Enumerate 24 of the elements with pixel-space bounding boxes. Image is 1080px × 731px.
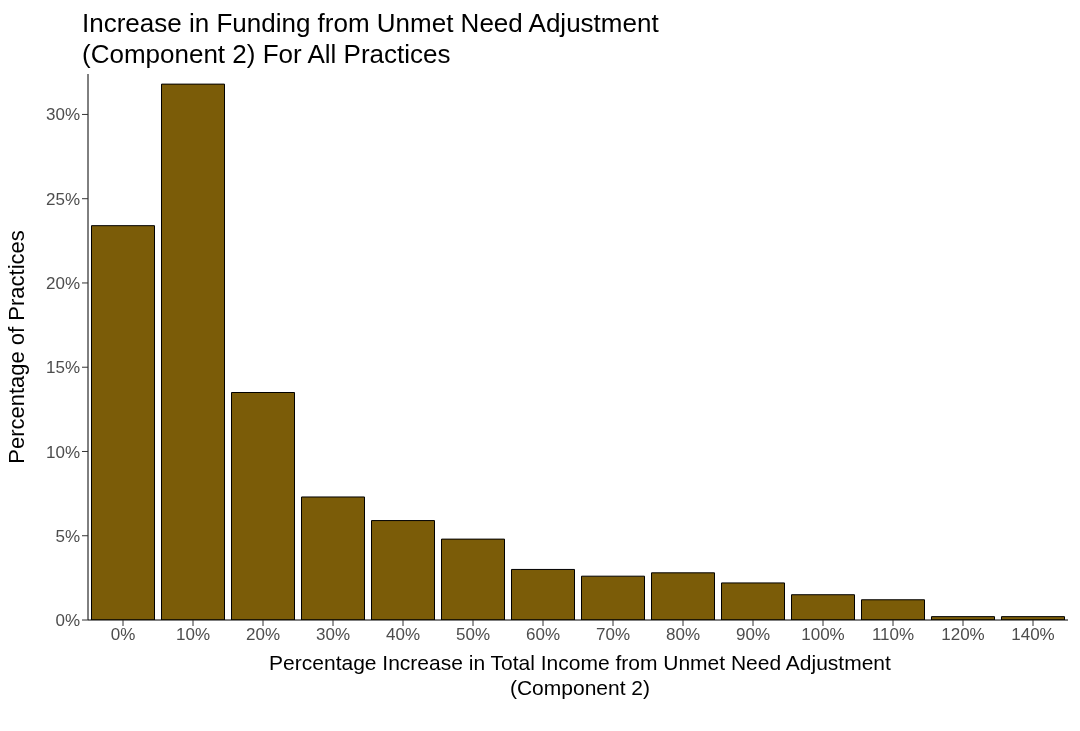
x-tick-label: 110% [871, 625, 915, 645]
x-tick-label: 20% [245, 625, 281, 645]
x-tick-label: 0% [110, 625, 136, 645]
y-tick-label: 5% [55, 526, 80, 546]
x-tick-label: 10% [175, 625, 211, 645]
x-tick-label: 140% [1011, 625, 1055, 645]
y-tick-label: 0% [55, 611, 80, 631]
x-axis-title: Percentage Increase in Total Income from Unmet Need Adjustment (Component 2) [268, 650, 892, 700]
y-axis-title: Percentage of Practices [3, 230, 29, 464]
x-tick-label: 100% [801, 625, 845, 645]
y-tick-label: 10% [45, 442, 80, 462]
y-tick-label: 25% [45, 189, 80, 209]
y-tick-label: 30% [45, 105, 80, 125]
chart-title: Increase in Funding from Unmet Need Adjustment (Component 2) For All Practices [82, 8, 660, 70]
x-tick-label: 60% [525, 625, 561, 645]
y-tick-label: 20% [45, 274, 80, 293]
x-tick-label: 40% [385, 625, 421, 645]
x-tick-label: 80% [665, 625, 701, 645]
x-tick-label: 30% [315, 625, 351, 645]
x-tick-label: 70% [595, 625, 631, 645]
y-tick-label: 15% [45, 358, 80, 378]
x-tick-label: 90% [735, 625, 771, 645]
x-tick-label: 50% [455, 625, 491, 645]
x-tick-label: 120% [941, 625, 985, 645]
